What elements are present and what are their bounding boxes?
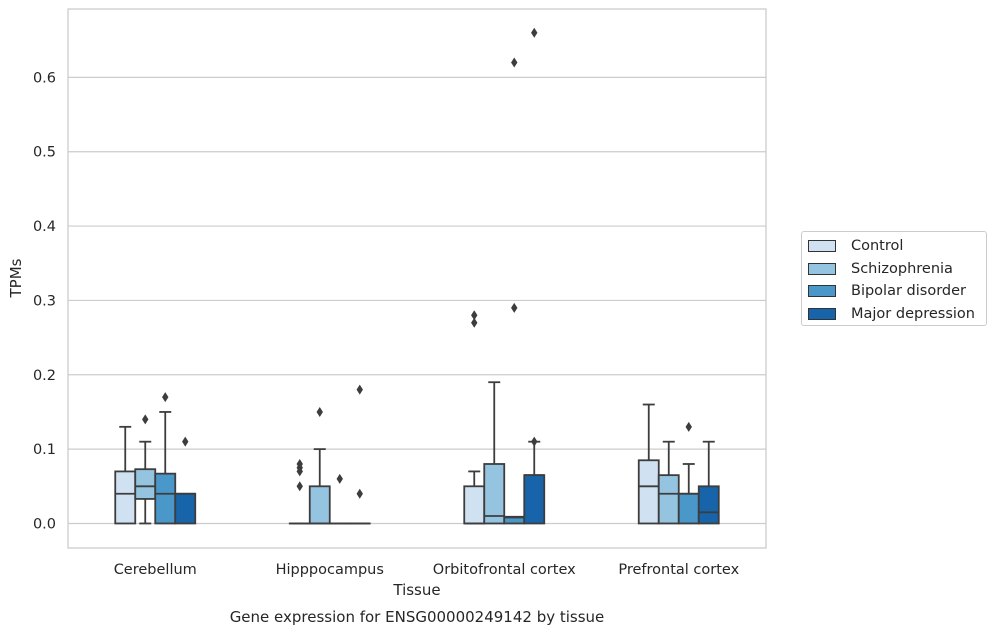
- y-tick-label: 0.6: [33, 70, 56, 86]
- box-bipolar-disorder: [154, 392, 177, 525]
- x-tick-labels: Cerebellum Hipppocampus Orbitofrontal cort…: [114, 562, 740, 578]
- box-control: [114, 425, 137, 525]
- outlier-point: [142, 414, 149, 425]
- box-major-depression: [523, 27, 546, 525]
- outlier-point: [685, 421, 692, 432]
- box-major-depression: [174, 436, 197, 525]
- outlier-point: [336, 473, 343, 484]
- y-tick-label: 0.4: [33, 219, 56, 235]
- box-body: [154, 472, 177, 525]
- box-control: [637, 403, 660, 525]
- box-bipolar-disorder: [328, 473, 351, 525]
- legend-swatch-control: [808, 240, 836, 253]
- box-body: [697, 485, 720, 525]
- y-tick-label: 0.5: [33, 145, 56, 161]
- legend-swatch-major-depression: [808, 307, 836, 320]
- box-body: [134, 468, 157, 500]
- outlier-point: [471, 310, 478, 321]
- box-schizophrenia: [134, 414, 157, 525]
- y-tick-label: 0.1: [33, 442, 56, 458]
- box-bipolar-disorder: [503, 57, 526, 525]
- box-body: [308, 485, 331, 525]
- box-major-depression: [348, 384, 371, 525]
- x-tick-label: Hipppocampus: [276, 562, 384, 578]
- box-plot-series: [114, 27, 720, 525]
- outlier-point: [162, 392, 169, 403]
- box-body: [523, 474, 546, 525]
- box-schizophrenia: [657, 440, 680, 525]
- box-bipolar-disorder: [677, 421, 700, 525]
- outlier-point: [511, 302, 518, 313]
- box-body: [637, 459, 660, 525]
- legend-swatch-bipolar-disorder: [808, 285, 836, 298]
- outlier-point: [531, 436, 538, 447]
- plot-frame: [67, 8, 767, 549]
- legend-label-bipolar-disorder: Bipolar disorder: [851, 283, 966, 300]
- outlier-point: [356, 384, 363, 395]
- legend-item-control: Control: [808, 235, 986, 258]
- y-tick-label: 0.0: [33, 516, 56, 532]
- y-tick-labels: 0.0 0.1 0.2 0.3 0.4 0.5 0.6: [33, 70, 56, 532]
- x-tick-label: Orbitofrontal cortex: [433, 562, 576, 578]
- outlier-point: [471, 317, 478, 328]
- x-tick-label: Prefrontal cortex: [618, 562, 739, 578]
- box-control: [288, 458, 311, 525]
- box-body: [114, 470, 137, 525]
- outlier-point: [316, 406, 323, 417]
- grid-lines: [68, 76, 766, 525]
- outlier-point: [356, 488, 363, 499]
- y-axis-label: TPMs: [7, 258, 25, 298]
- outlier-point: [296, 458, 303, 469]
- box-body: [483, 463, 506, 525]
- y-tick-label: 0.2: [33, 368, 56, 384]
- x-tick-label: Cerebellum: [114, 562, 197, 578]
- outlier-point: [296, 481, 303, 492]
- legend-item-bipolar-disorder: Bipolar disorder: [808, 280, 986, 303]
- box-body: [657, 474, 680, 525]
- box-schizophrenia: [308, 406, 331, 525]
- legend-swatch-schizophrenia: [808, 262, 836, 275]
- chart-caption: Gene expression for ENSG00000249142 by t…: [230, 608, 605, 626]
- legend-item-schizophrenia: Schizophrenia: [808, 258, 986, 281]
- outlier-point: [182, 436, 189, 447]
- box-body: [677, 492, 700, 525]
- box-body: [174, 492, 197, 525]
- legend-label-major-depression: Major depression: [851, 305, 975, 322]
- box-major-depression: [697, 440, 720, 525]
- legend-item-major-depression: Major depression: [808, 303, 986, 326]
- legend-label-control: Control: [851, 238, 904, 255]
- outlier-point: [511, 57, 518, 68]
- x-axis-label: Tissue: [392, 581, 440, 599]
- box-schizophrenia: [483, 381, 506, 525]
- y-tick-label: 0.3: [33, 293, 56, 309]
- legend-label-schizophrenia: Schizophrenia: [851, 260, 953, 277]
- box-body: [463, 485, 486, 525]
- legend: Control Schizophrenia Bipolar disorder M…: [801, 231, 987, 326]
- outlier-point: [531, 27, 538, 38]
- box-control: [463, 310, 486, 525]
